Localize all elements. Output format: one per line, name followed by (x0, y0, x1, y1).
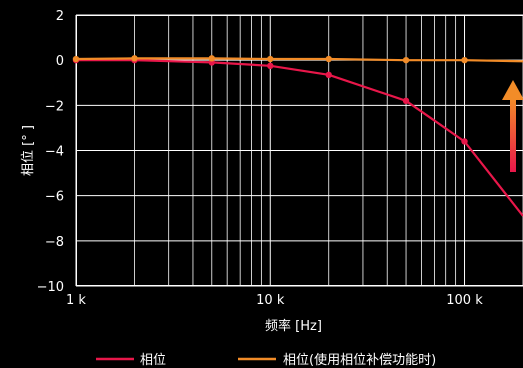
series-line-1 (76, 59, 523, 217)
data-point (131, 55, 138, 62)
legend-label: 相位 (140, 353, 166, 368)
data-point (208, 55, 215, 62)
data-point (461, 138, 468, 145)
annotation-arrow (502, 80, 523, 172)
y-tick-label: −8 (45, 235, 64, 250)
y-tick-label: −2 (45, 99, 64, 114)
plot-border (76, 15, 523, 286)
x-tick-label: 100 k (446, 293, 483, 308)
data-point (267, 62, 274, 70)
y-axis-title: 相位 [° ] (21, 125, 36, 176)
y-tick-label: −6 (45, 190, 64, 205)
legend: 相位 相位(使用相位补偿功能时) (96, 352, 436, 368)
data-point (461, 56, 468, 64)
x-tick-label: 10 k (256, 293, 285, 308)
y-tick-label: 0 (56, 54, 64, 69)
x-tick-label: 1 k (66, 293, 86, 308)
data-point (325, 55, 332, 63)
legend-label: 相位(使用相位补偿功能时) (283, 352, 436, 368)
data-point (72, 55, 80, 63)
data-point (402, 97, 410, 105)
series-line-2 (75, 57, 523, 63)
arrow-shaft (510, 98, 516, 172)
x-axis-title: 频率 [Hz] (265, 318, 322, 334)
y-tick-label: −10 (37, 280, 64, 295)
y-tick-labels: 2 0 −2 −4 −6 −8 −10 (37, 9, 64, 295)
data-point (325, 71, 332, 79)
y-tick-label: −4 (45, 145, 64, 160)
series-layer (72, 55, 523, 217)
data-point (402, 56, 410, 64)
data-point (267, 55, 274, 63)
x-tick-labels: 1 k 10 k 100 k (66, 293, 483, 308)
arrow-head (502, 80, 523, 100)
y-tick-label: 2 (56, 9, 64, 24)
